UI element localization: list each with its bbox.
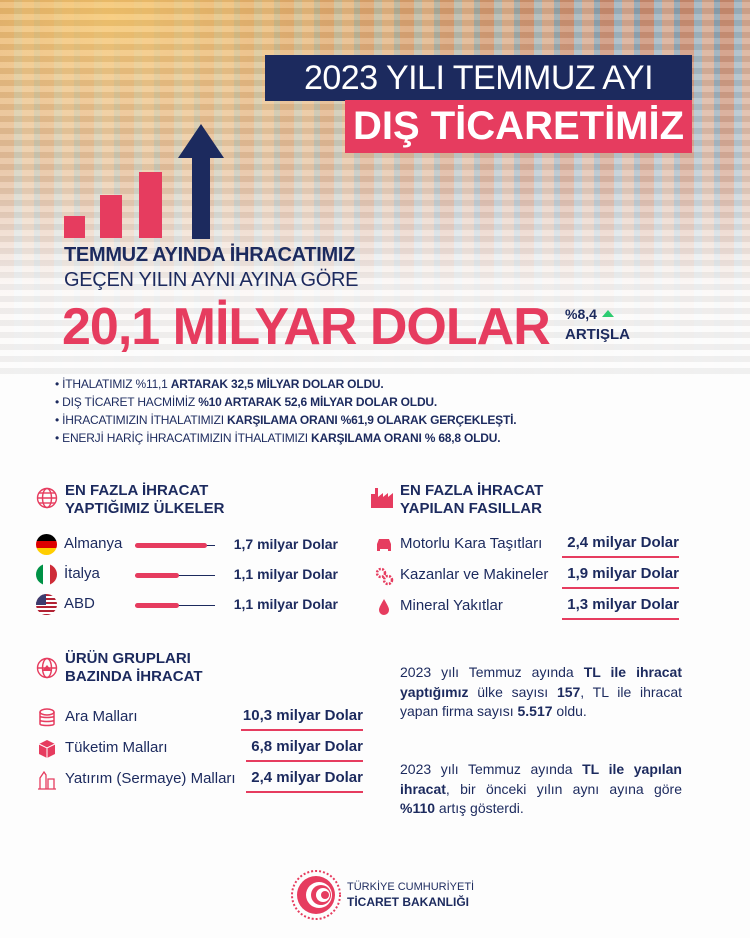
up-triangle-icon	[601, 310, 614, 317]
share-bar-fill	[135, 603, 179, 608]
chapter-value: 1,9 milyar Dolar	[562, 564, 679, 589]
ministry-line1: TÜRKİYE CUMHURİYETİ	[347, 881, 475, 893]
bullet-item: • İTHALATIMIZ %11,1 ARTARAK 32,5 MİLYAR …	[55, 377, 384, 391]
country-value: 1,7 milyar Dolar	[233, 536, 338, 552]
bullet-bold: KARŞILAMA ORANI % 68,8 OLDU.	[311, 431, 501, 445]
globe-icon	[36, 487, 58, 509]
change-percent: %8,4	[565, 306, 614, 322]
flag-canton	[36, 594, 46, 605]
title-line1: 2023 YILI TEMMUZ AYI	[265, 55, 692, 101]
product-value: 2,4 milyar Dolar	[246, 768, 363, 793]
product-name: Ara Malları	[65, 708, 138, 725]
change-value: %8,4	[565, 306, 597, 322]
ministry-logo	[291, 870, 341, 920]
emphasis: TL ile yapılan ihracat	[400, 761, 682, 797]
emphasis: TL ile ihracat yaptığımız	[400, 664, 682, 700]
ministry-name: TÜRKİYE CUMHURİYETİ TİCARET BAKANLIĞI	[347, 880, 474, 910]
bullet-normal: İTHALATIMIZ %11,1	[62, 377, 171, 391]
change-label: ARTIŞLA	[565, 326, 630, 343]
country-name: ABD	[64, 595, 95, 612]
text: , TL ile ihracat yapan firma sayısı	[400, 683, 682, 720]
emphasis: 5.517	[517, 703, 553, 719]
country-name: İtalya	[64, 565, 100, 582]
text: 2023 yılı Temmuz ayında	[400, 664, 584, 680]
headline-line2: GEÇEN YILIN AYNI AYINA GÖRE	[64, 269, 359, 291]
countries-heading: EN FAZLA İHRACAT YAPTIĞIMIZ ÜLKELER	[65, 482, 225, 517]
bullet-item: • İHRACATIMIZIN İTHALATIMIZI KARŞILAMA O…	[55, 413, 517, 427]
text: 2023 yılı Temmuz ayında	[400, 761, 583, 777]
share-bar	[135, 543, 215, 548]
tl-growth-paragraph: 2023 yılı Temmuz ayında TL ile yapılan i…	[400, 760, 682, 819]
product-value: 6,8 milyar Dolar	[246, 737, 363, 762]
headline-line1: TEMMUZ AYINDA İHRACATIMIZ	[64, 244, 355, 266]
bullet-bold: KARŞILAMA ORANI %61,9 OLARAK GERÇEKLEŞTİ…	[226, 413, 517, 427]
text: artış gösterdi.	[435, 800, 524, 816]
chapter-name: Mineral Yakıtlar	[400, 597, 503, 614]
bullet-normal: İHRACATIMIZIN İTHALATIMIZI	[62, 413, 227, 427]
emphasis: %110	[400, 800, 436, 816]
tl-countries-paragraph: 2023 yılı Temmuz ayında TL ile ihracat y…	[400, 663, 682, 722]
share-bar-fill	[135, 573, 179, 578]
chapter-name: Kazanlar ve Makineler	[400, 566, 549, 583]
products-heading: ÜRÜN GRUPLARI BAZINDA İHRACAT	[65, 650, 203, 685]
coins-icon	[37, 708, 57, 733]
share-bar-fill	[135, 543, 207, 548]
share-bar	[135, 573, 215, 578]
flag-icon	[36, 594, 57, 615]
bullet-item: • DIŞ TİCARET HACMİMİZ %10 ARTARAK 52,6 …	[55, 395, 438, 409]
bullet-bold: ARTARAK 32,5 MİLYAR DOLAR OLDU.	[170, 377, 384, 391]
share-bar	[135, 603, 215, 608]
ministry-line2: TİCARET BAKANLIĞI	[347, 895, 469, 909]
car-icon	[374, 535, 394, 560]
chapters-heading: EN FAZLA İHRACAT YAPILAN FASILLAR	[400, 482, 544, 517]
chapter-value: 2,4 milyar Dolar	[562, 533, 679, 558]
export-amount: 20,1 MİLYAR DOLAR	[62, 298, 551, 356]
country-value: 1,1 milyar Dolar	[233, 566, 338, 582]
product-name: Tüketim Malları	[65, 739, 168, 756]
flag-icon	[36, 564, 57, 585]
text: oldu.	[552, 703, 587, 719]
country-value: 1,1 milyar Dolar	[233, 596, 338, 612]
box-icon	[37, 739, 57, 764]
gears-icon	[374, 566, 394, 591]
drop-icon	[374, 597, 394, 622]
country-name: Almanya	[64, 535, 123, 552]
globe-export-icon	[36, 657, 58, 679]
text: , bir önceki yılın aynı ayına göre	[445, 780, 682, 797]
factory-icon	[371, 488, 393, 508]
bullet-normal: ENERJİ HARİÇ İHRACATIMIZIN İTHALATIMIZI	[62, 431, 312, 445]
product-value: 10,3 milyar Dolar	[241, 706, 363, 731]
product-name: Yatırım (Sermaye) Malları	[65, 770, 236, 787]
bullet-bold: %10 ARTARAK 52,6 MİLYAR DOLAR OLDU.	[198, 395, 438, 409]
bullet-normal: DIŞ TİCARET HACMİMİZ	[62, 395, 199, 409]
bullet-item: • ENERJİ HARİÇ İHRACATIMIZIN İTHALATIMIZ…	[55, 431, 501, 445]
chapter-value: 1,3 milyar Dolar	[562, 595, 679, 620]
emphasis: 157	[556, 683, 581, 700]
text: ülke sayısı	[468, 683, 557, 700]
industry-icon	[37, 770, 57, 795]
flag-icon	[36, 534, 57, 555]
chapter-name: Motorlu Kara Taşıtları	[400, 535, 543, 552]
title-line2: DIŞ TİCARETİMİZ	[345, 100, 692, 153]
